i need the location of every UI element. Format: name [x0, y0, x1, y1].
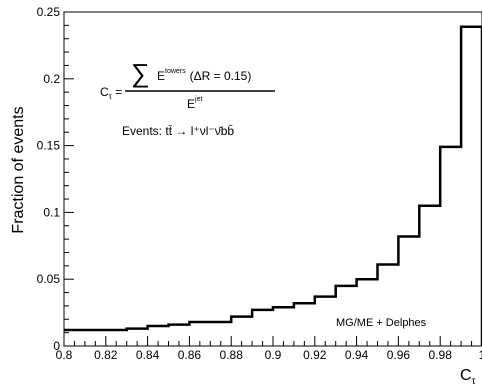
x-tick-label: 0.82 — [94, 348, 118, 362]
x-tick-label: 0.94 — [345, 348, 369, 362]
x-tick-label: 0.96 — [387, 348, 411, 362]
x-tick-label: 0.84 — [136, 348, 160, 362]
y-tick-label: 0.1 — [43, 205, 60, 219]
x-tick-label: 0.9 — [265, 348, 282, 362]
x-tick-label: 0.88 — [220, 348, 244, 362]
svg-text:Ejet: Ejet — [187, 96, 202, 111]
formula-lhs-sub: τ — [109, 92, 113, 101]
y-tick-label: 0.05 — [37, 272, 61, 286]
plot-area — [64, 25, 482, 346]
x-tick-label: 0.98 — [429, 348, 453, 362]
histogram-outline — [64, 25, 482, 346]
x-tick-label: 0.8 — [56, 348, 73, 362]
axes: 0.8 0.82 0.84 0.86 0.88 0.9 0.92 0.94 0.96 0.98 1 0… — [37, 5, 482, 362]
x-tick-label: 1 — [479, 348, 482, 362]
formula-annotation: Cτ = ∑ Etowers (ΔR = 0.15) Ejet — [100, 58, 275, 111]
y-tick-label: 0.2 — [43, 72, 60, 86]
formula-numerator-rest: (ΔR = 0.15) — [190, 69, 252, 83]
events-process: tt̄ → l⁺νl⁻ν̄bb̄ — [165, 124, 234, 138]
svg-text:Etowers(ΔR = 0.15): Etowers (ΔR = 0.15) — [157, 68, 251, 83]
generator-label: MG/ME + Delphes — [336, 317, 427, 329]
x-tick-label: 0.92 — [303, 348, 327, 362]
events-annotation: Events: tt̄ → l⁺νl⁻ν̄bb̄ — [122, 124, 234, 138]
x-tick-label: 0.86 — [178, 348, 202, 362]
events-prefix: Events: — [122, 124, 165, 138]
x-axis-title: Cτ — [460, 367, 476, 384]
y-axis-title: Fraction of events — [10, 106, 27, 233]
formula-equals: = — [112, 85, 122, 99]
formula-numerator: E — [157, 69, 165, 83]
formula-lhs: C — [100, 85, 109, 99]
formula-denominator-sup: jet — [194, 96, 202, 103]
formula-numerator-sup: towers — [165, 68, 186, 75]
y-tick-label: 0.15 — [37, 139, 61, 153]
y-tick-label: 0.25 — [37, 5, 61, 19]
formula-denominator: E — [187, 97, 195, 111]
x-axis-title-sub: τ — [472, 376, 476, 384]
y-tick-label: 0 — [53, 339, 60, 353]
formula-sum: ∑ — [131, 58, 150, 88]
svg-text:Cτ =: Cτ = — [100, 85, 122, 101]
x-axis-title-main: C — [460, 367, 472, 384]
